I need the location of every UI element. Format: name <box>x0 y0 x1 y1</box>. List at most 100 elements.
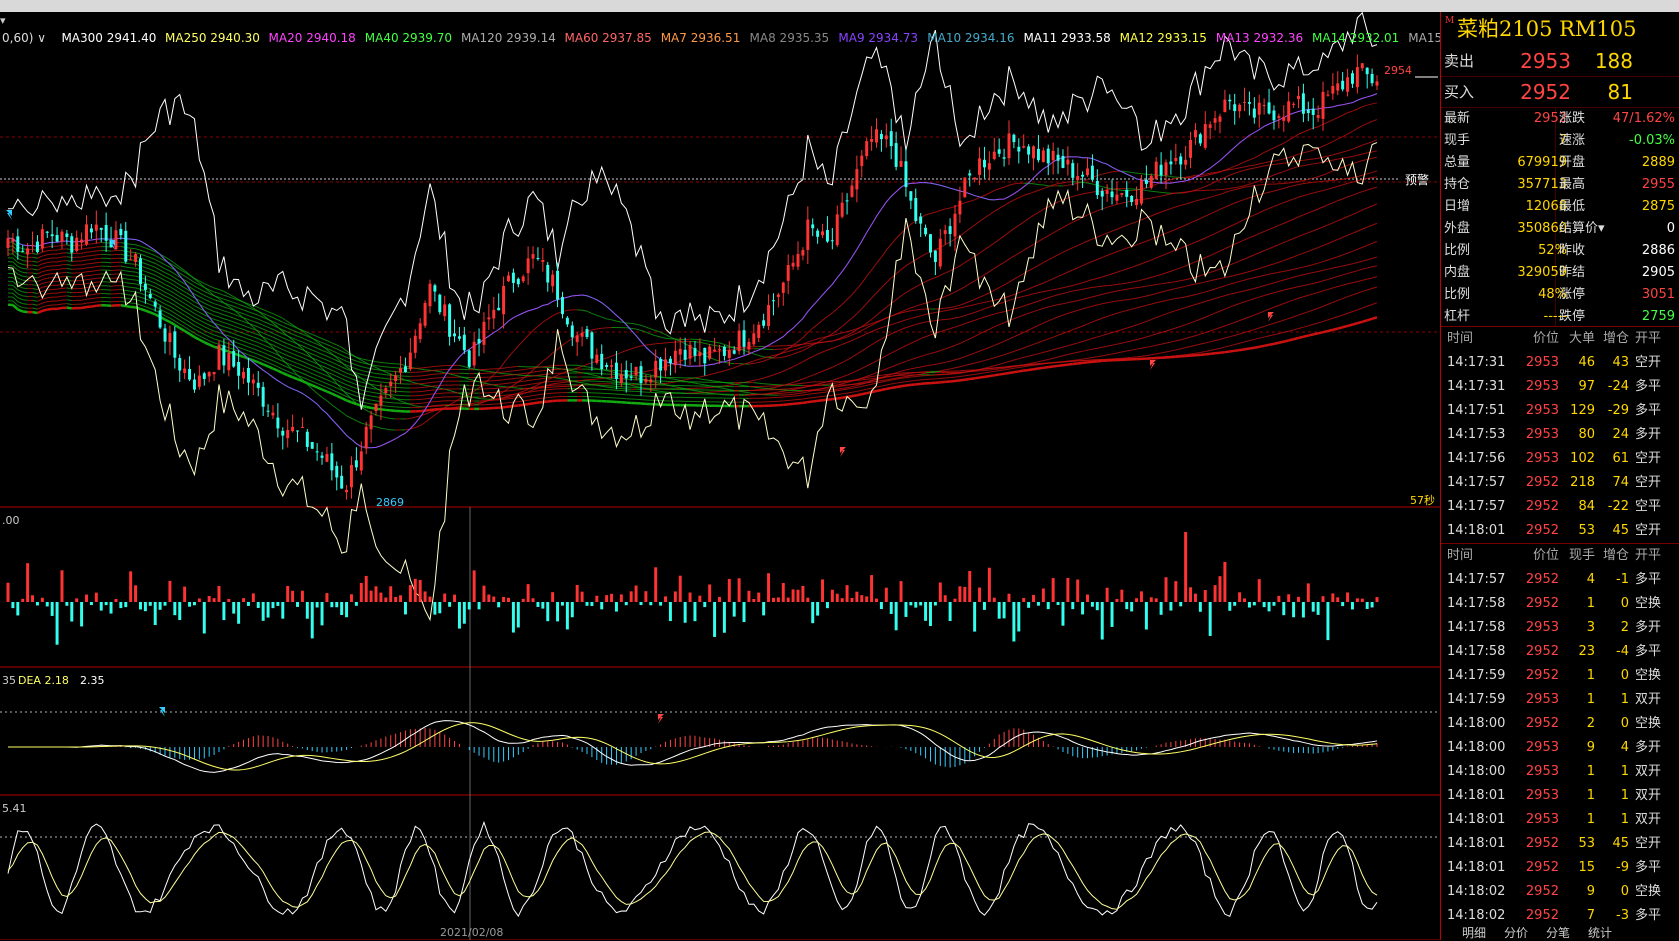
ma-line-seg <box>1259 231 1264 233</box>
ma-line-seg <box>1191 304 1196 306</box>
ma-line-seg <box>337 365 342 367</box>
ma-line-seg <box>1171 269 1176 271</box>
ma-line-seg <box>1205 173 1210 174</box>
ma-line-seg <box>1230 173 1235 175</box>
ma-line-seg <box>82 303 87 304</box>
ma-line-seg <box>827 391 832 392</box>
ma-line-seg <box>984 272 989 275</box>
ma-line-seg <box>273 318 278 320</box>
ma-line-seg <box>1078 243 1083 245</box>
ma-line-seg <box>1333 180 1338 181</box>
ma-line-seg <box>1352 128 1357 131</box>
ma-line-seg <box>1328 223 1333 225</box>
ma-line-seg <box>430 386 435 387</box>
ma-line-seg <box>253 325 258 327</box>
ma-line-seg <box>278 363 283 365</box>
ma-line-seg <box>1024 346 1029 348</box>
ma-line-seg <box>1009 337 1014 339</box>
ma-line-seg <box>1328 302 1333 304</box>
ma-line-seg <box>572 371 577 372</box>
ma-line-seg <box>366 372 371 373</box>
ma-line-seg <box>1235 188 1240 189</box>
ma-line-seg <box>906 385 911 386</box>
ma-line-seg <box>773 373 778 375</box>
ma-line-seg <box>1141 347 1146 348</box>
ma-line-seg <box>371 380 376 381</box>
ma-line-seg <box>1259 267 1264 269</box>
ma-line-seg <box>1102 293 1107 294</box>
ma-line-seg <box>980 361 985 362</box>
ma-line-seg <box>1029 303 1034 305</box>
ma-line-seg <box>999 262 1004 265</box>
ma-line-seg <box>194 290 199 293</box>
ma-line-seg <box>842 322 847 326</box>
ma-line-seg <box>602 386 607 387</box>
ma-line-seg <box>798 351 803 353</box>
ma-line-seg <box>244 326 249 328</box>
ma-line-seg <box>155 263 160 265</box>
ma-line-seg <box>999 323 1004 325</box>
ma-line-seg <box>42 263 47 264</box>
ma-line-seg <box>823 384 828 385</box>
ma-line-seg <box>469 368 474 369</box>
ma-line-seg <box>508 386 513 387</box>
ma-line-seg <box>945 310 950 311</box>
ma-line-seg <box>857 394 862 395</box>
ma-line-seg <box>322 350 327 352</box>
ma-line-seg <box>1107 231 1112 233</box>
ma-line-seg <box>837 394 842 395</box>
ma-line-seg <box>1166 282 1171 283</box>
ma-line-seg <box>960 303 965 305</box>
ma-line-seg <box>67 308 72 309</box>
ma-line-seg <box>1303 326 1308 327</box>
ma-line-seg <box>126 279 131 280</box>
ma-line-seg <box>1073 268 1078 270</box>
ma-line-seg <box>1078 351 1083 352</box>
ma-line-seg <box>199 328 204 331</box>
ma-line-seg <box>911 341 916 343</box>
ma-line-seg <box>268 339 273 341</box>
ma-line-seg <box>1024 289 1029 291</box>
ma-line-seg <box>1269 227 1274 229</box>
ma-line-seg <box>82 272 87 273</box>
ma-line-seg <box>1087 349 1092 350</box>
ma-line-seg <box>136 253 141 255</box>
ma-line-seg <box>1014 308 1019 309</box>
ma-line-seg <box>867 375 872 377</box>
ma-line-seg <box>1034 184 1039 185</box>
ma-line-seg <box>1068 330 1073 332</box>
ma-line-seg <box>881 380 886 381</box>
ma-line-seg <box>283 338 288 340</box>
ma-line-seg <box>798 403 803 404</box>
ma-line-seg <box>1274 204 1279 206</box>
ma-line-seg <box>1357 175 1362 176</box>
ma-line-seg <box>1372 151 1377 152</box>
ma-line-seg <box>1274 160 1279 161</box>
ma-line-seg <box>1338 199 1343 201</box>
ma-line-seg <box>1092 305 1097 306</box>
ma-line-seg <box>1289 257 1294 259</box>
ma-line-seg <box>832 365 837 367</box>
ma-line-seg <box>940 320 945 321</box>
ma-line-seg <box>1220 170 1225 171</box>
ma-line-seg <box>513 346 518 352</box>
ma-line-seg <box>42 255 47 256</box>
ma-line-seg <box>204 338 209 340</box>
ma-line-seg <box>960 263 965 266</box>
ma-line-seg <box>322 378 327 380</box>
ma-line-seg <box>867 270 872 276</box>
ma-line-seg <box>1308 310 1313 312</box>
ma-line-seg <box>288 344 293 346</box>
ma-line-seg <box>842 393 847 394</box>
ma-line-seg <box>1220 309 1225 311</box>
ma-line-seg <box>1043 260 1048 263</box>
ma-line-seg <box>342 386 347 388</box>
ma-line-seg <box>145 291 150 293</box>
ma-line-seg <box>1294 154 1299 156</box>
ma-line-seg <box>302 377 307 379</box>
ma-line-seg <box>984 193 989 195</box>
ma-line-seg <box>1038 299 1043 301</box>
ma-line-seg <box>607 387 612 388</box>
ma-line-seg <box>430 374 435 375</box>
